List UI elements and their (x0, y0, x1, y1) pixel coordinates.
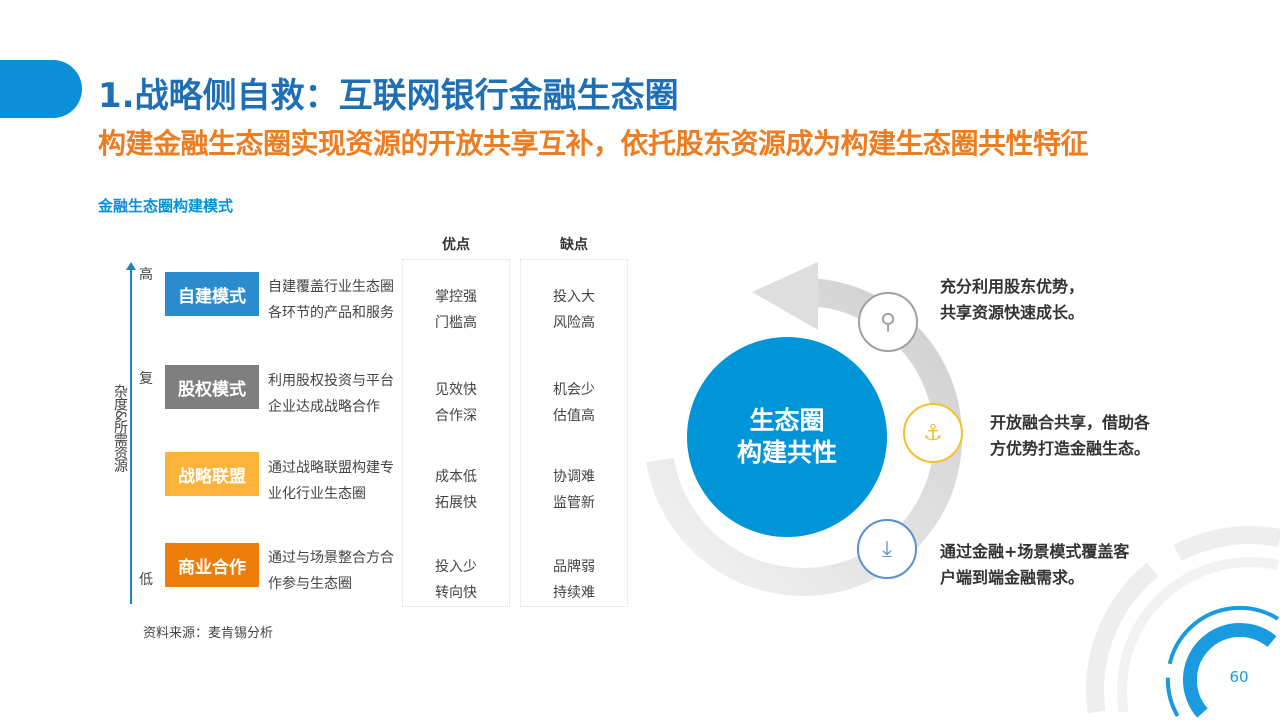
cons-line: 机会少 (553, 382, 595, 398)
model-description: 通过战略联盟构建专业化行业生态圈 (268, 460, 394, 502)
cons-line: 投入大 (553, 289, 595, 305)
cons-header: 缺点 (560, 237, 588, 253)
pros-line: 合作深 (435, 408, 477, 424)
pros-line: 掌控强 (435, 289, 477, 305)
pros-column (402, 259, 510, 607)
axis-line (130, 268, 132, 604)
source-note: 资料来源：麦肯锡分析 (143, 626, 274, 641)
deco-ring-gray-2 (1117, 557, 1280, 713)
center-circle: 生态圈 构建共性 (687, 337, 887, 537)
pros-header: 优点 (442, 237, 470, 253)
axis-low: 低 (139, 572, 153, 588)
feature-line: 共享资源快速成长。 (940, 303, 1085, 322)
center-line1: 生态圈 (749, 406, 825, 435)
org-location-icon: ⚲ (858, 292, 918, 352)
feature-text: 充分利用股东优势， 共享资源快速成长。 (940, 274, 1084, 326)
axis-arrow-icon (126, 262, 136, 270)
page-subtitle: 构建金融生态圈实现资源的开放共享互补，依托股东资源成为构建生态圈共性特征 (98, 127, 1089, 160)
section-label: 金融生态圈构建模式 (98, 197, 234, 215)
model-box: 股权模式 (165, 365, 259, 409)
pros-line: 转向快 (435, 585, 477, 601)
cons-line: 估值高 (553, 408, 595, 424)
cons-line: 风险高 (553, 315, 595, 331)
cons-line: 持续难 (553, 585, 595, 601)
feature-line: 充分利用股东优势， (940, 277, 1085, 296)
cycle-arrow-icon (752, 262, 818, 330)
cons-cell: 品牌弱 持续难 (520, 554, 628, 606)
deco-ring-blue-outer (1165, 605, 1280, 718)
pros-cell: 成本低 拓展快 (402, 464, 510, 516)
deco-ring-blue (1182, 622, 1277, 718)
feature-line: 通过金融+场景模式覆盖客 (940, 542, 1130, 561)
cons-cell: 协调难 监管新 (520, 464, 628, 516)
pros-line: 成本低 (435, 469, 477, 485)
pros-cell: 掌控强 门槛高 (402, 284, 510, 336)
pros-line: 拓展快 (435, 495, 477, 511)
cons-cell: 机会少 估值高 (520, 377, 628, 429)
axis-mid: 复 (139, 371, 153, 387)
anchor-icon: ⚓ (903, 403, 963, 463)
pros-line: 投入少 (435, 559, 477, 575)
title-tab-decoration (0, 60, 82, 118)
model-description: 自建覆盖行业生态圈各环节的产品和服务 (268, 279, 394, 321)
feature-line: 方优势打造金融生态。 (990, 439, 1151, 458)
cons-line: 品牌弱 (553, 559, 595, 575)
pros-line: 门槛高 (435, 315, 477, 331)
feature-text: 通过金融+场景模式覆盖客 户端到端金融需求。 (940, 539, 1129, 591)
model-box: 商业合作 (165, 543, 259, 587)
cloud-download-icon: ⤓ (857, 519, 917, 579)
model-box: 战略联盟 (165, 452, 259, 496)
model-description: 通过与场景整合方合作参与生态圈 (268, 550, 394, 592)
axis-high: 高 (139, 267, 153, 283)
page-title: 1.战略侧自救：互联网银行金融生态圈 (98, 76, 679, 116)
axis-label: 杂度&所需资源 (112, 384, 128, 472)
feature-text: 开放融合共享，借助各 方优势打造金融生态。 (990, 410, 1150, 462)
feature-line: 户端到端金融需求。 (940, 568, 1085, 587)
model-description: 利用股权投资与平台企业达成战略合作 (268, 373, 394, 415)
deco-ring-gray (1086, 526, 1280, 714)
page-number: 60 (1229, 668, 1249, 686)
model-box: 自建模式 (165, 272, 259, 316)
cons-column (520, 259, 628, 607)
cons-cell: 投入大 风险高 (520, 284, 628, 336)
pros-line: 见效快 (435, 382, 477, 398)
pros-cell: 见效快 合作深 (402, 377, 510, 429)
feature-line: 开放融合共享，借助各 (990, 413, 1151, 432)
center-line2: 构建共性 (736, 438, 837, 467)
pros-cell: 投入少 转向快 (402, 554, 510, 606)
cons-line: 协调难 (553, 469, 595, 485)
cons-line: 监管新 (553, 495, 595, 511)
